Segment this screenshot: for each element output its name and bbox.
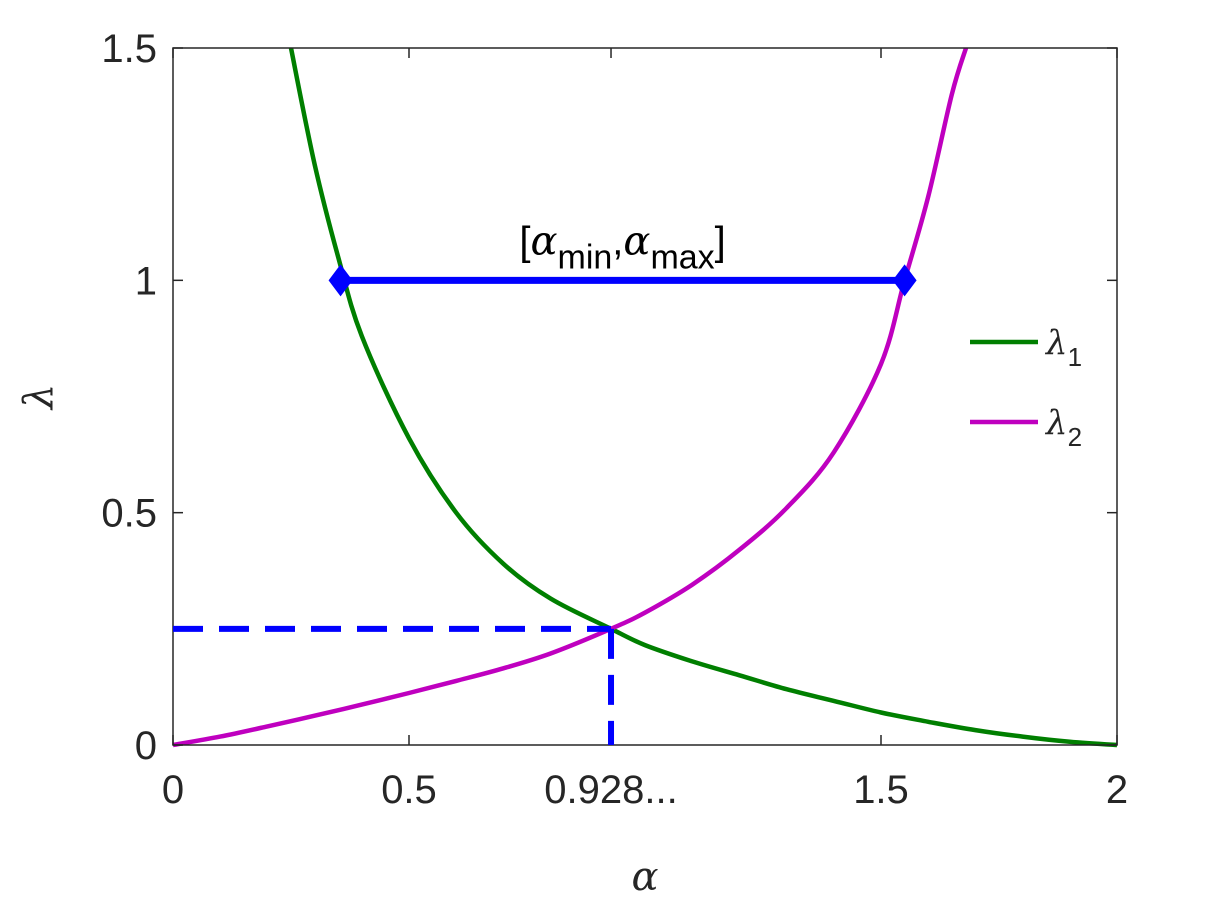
series-line-lambda2 (172, 47, 969, 748)
tick-marks (172, 47, 1118, 746)
interval-start-marker (328, 264, 353, 297)
interval-end-marker (892, 264, 917, 297)
x-tick-label: 0 (162, 768, 184, 812)
plot-area (172, 47, 1118, 748)
annotations: [αmin,αmax] (173, 218, 917, 745)
legend: λ1 λ2 (970, 323, 1082, 452)
x-axis-label: α (631, 854, 658, 900)
legend-label-lambda1: λ1 (1044, 323, 1082, 372)
tick-labels: 0 0.5 0.928... 1.5 2 0 0.5 1 1.5 (101, 27, 1128, 812)
x-tick-label: 0.928... (544, 768, 677, 812)
x-tick-label: 1.5 (853, 768, 909, 812)
x-tick-label: 0.5 (381, 768, 437, 812)
y-axis-label: λ (16, 384, 62, 411)
y-tick-label: 0 (135, 724, 157, 768)
series-line-lambda1 (288, 47, 1118, 748)
y-tick-label: 1.5 (101, 27, 157, 71)
x-tick-label: 2 (1106, 768, 1128, 812)
y-tick-label: 0.5 (101, 492, 157, 536)
interval-label: [αmin,αmax] (519, 218, 725, 276)
legend-label-lambda2: λ2 (1044, 403, 1082, 452)
plot-frame (172, 47, 1118, 746)
y-tick-label: 1 (135, 259, 157, 303)
